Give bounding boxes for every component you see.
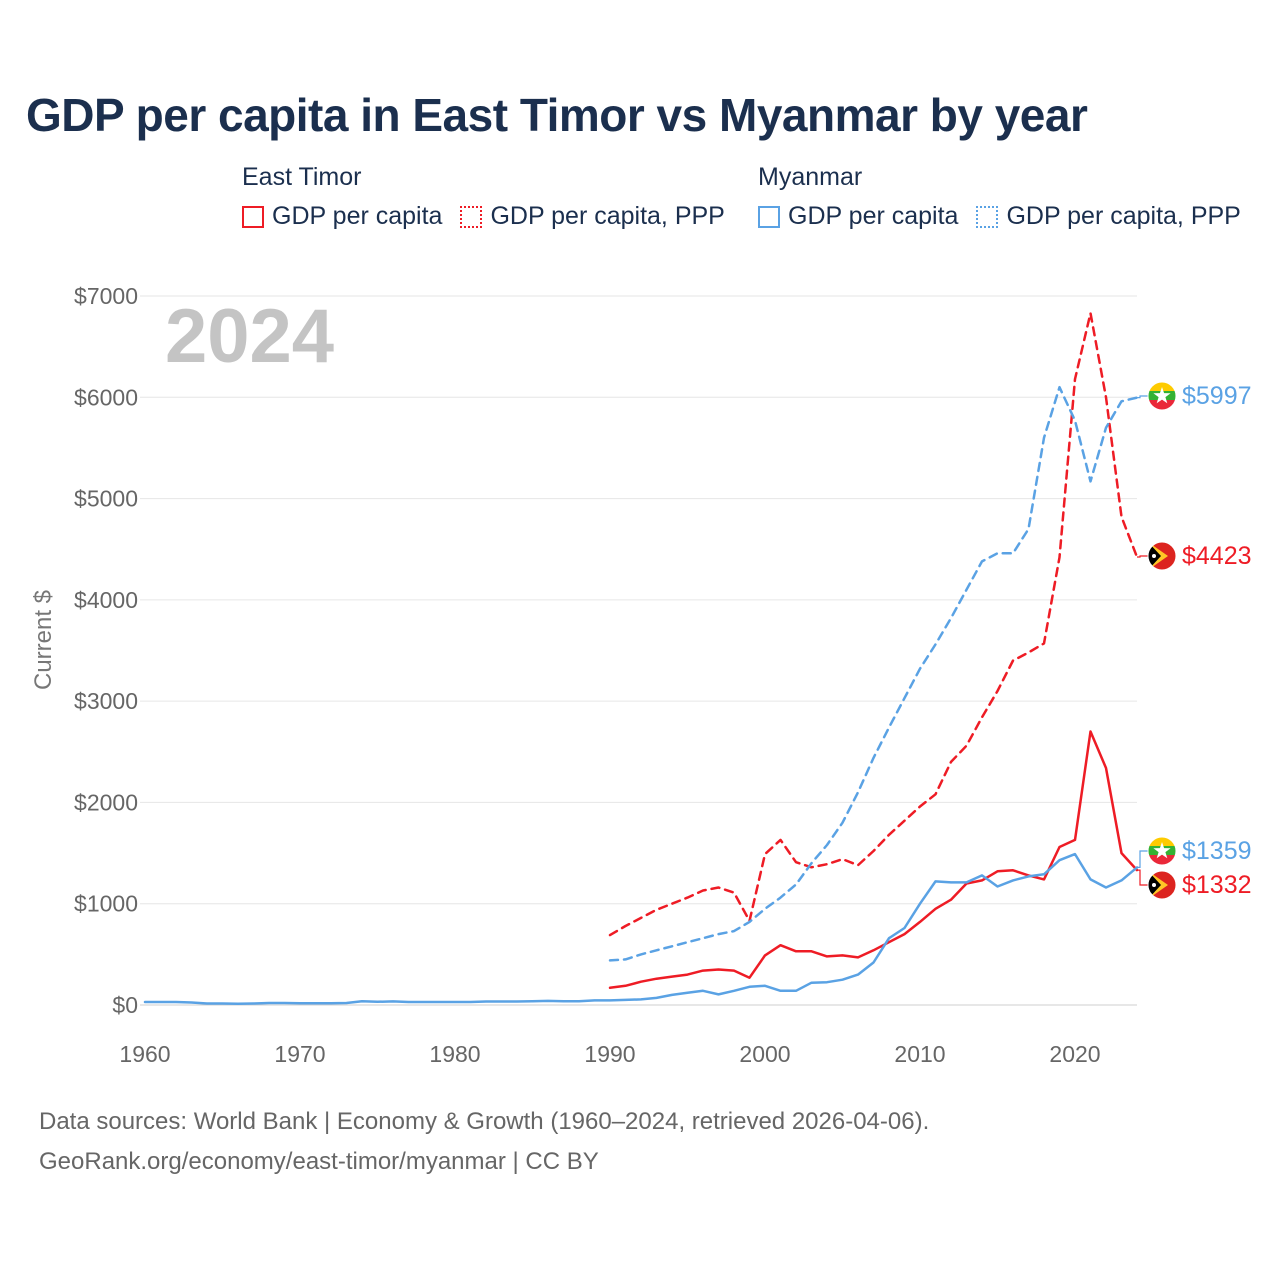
x-tick-label: 1990 — [584, 1041, 635, 1067]
series-line-myanmar-gdp-per-capita-ppp[interactable] — [608, 385, 1139, 962]
x-tick-label: 1970 — [274, 1041, 325, 1067]
legend-swatch-solid — [242, 205, 264, 228]
end-label-connector — [1137, 850, 1148, 869]
legend-swatch-solid — [758, 205, 780, 228]
series-line-east-timor-gdp-per-capita[interactable] — [608, 730, 1139, 990]
legend-myanmar: Myanmar GDP per capita GDP per capita, P… — [758, 160, 1241, 231]
legend-swatch-dotted — [976, 205, 999, 228]
x-tick-label: 2010 — [894, 1041, 945, 1067]
series-line-myanmar-gdp-per-capita[interactable] — [143, 852, 1139, 1006]
myanmar-flag-icon — [1147, 381, 1177, 411]
y-tick-label: $3000 — [74, 688, 138, 714]
end-value-label: $1359 — [1182, 837, 1252, 865]
legend-country-myanmar: Myanmar — [758, 163, 863, 191]
y-tick-label: $4000 — [74, 587, 138, 613]
legend-label: GDP per capita, PPP — [490, 202, 725, 230]
myanmar-flag-icon — [1147, 836, 1177, 866]
y-tick-label: $5000 — [74, 486, 138, 512]
end-label-connector — [1137, 555, 1148, 558]
legend-item-myanmar-gdp[interactable]: GDP per capita — [758, 202, 958, 231]
legend-item-east-timor-gdp-ppp[interactable]: GDP per capita, PPP — [460, 202, 725, 231]
legend-country-east-timor: East Timor — [242, 163, 362, 191]
y-tick-label: $1000 — [74, 891, 138, 917]
x-tick-label: 1980 — [429, 1041, 480, 1067]
east-timor-flag-icon — [1147, 541, 1177, 571]
end-value-label: $5997 — [1182, 382, 1252, 410]
source-line: Data sources: World Bank | Economy & Gro… — [39, 1108, 930, 1135]
legend-label: GDP per capita — [788, 202, 959, 230]
y-axis-label: Current $ — [30, 590, 57, 690]
legend-label: GDP per capita — [272, 202, 443, 230]
y-tick-label: $7000 — [74, 283, 138, 309]
series-line-east-timor-gdp-per-capita-ppp[interactable] — [608, 311, 1139, 937]
legend-item-east-timor-gdp[interactable]: GDP per capita — [242, 202, 442, 231]
end-label-connector — [1137, 395, 1148, 399]
y-tick-label: $0 — [112, 992, 138, 1018]
legend-item-myanmar-gdp-ppp[interactable]: GDP per capita, PPP — [976, 202, 1241, 231]
end-value-label: $1332 — [1182, 871, 1252, 899]
x-tick-label: 1960 — [119, 1041, 170, 1067]
y-tick-label: $6000 — [74, 384, 138, 410]
y-tick-label: $2000 — [74, 789, 138, 815]
legend-label: GDP per capita, PPP — [1006, 202, 1241, 230]
legend-swatch-dotted — [460, 205, 483, 228]
legend-east-timor: East Timor GDP per capita GDP per capita… — [242, 160, 725, 231]
x-tick-label: 2000 — [739, 1041, 790, 1067]
end-label-connector — [1137, 869, 1148, 886]
url-line: GeoRank.org/economy/east-timor/myanmar |… — [39, 1148, 599, 1175]
x-tick-label: 2020 — [1049, 1041, 1100, 1067]
end-value-label: $4423 — [1182, 542, 1252, 570]
chart-title: GDP per capita in East Timor vs Myanmar … — [26, 89, 1088, 141]
year-watermark: 2024 — [165, 294, 334, 379]
east-timor-flag-icon — [1147, 870, 1177, 900]
